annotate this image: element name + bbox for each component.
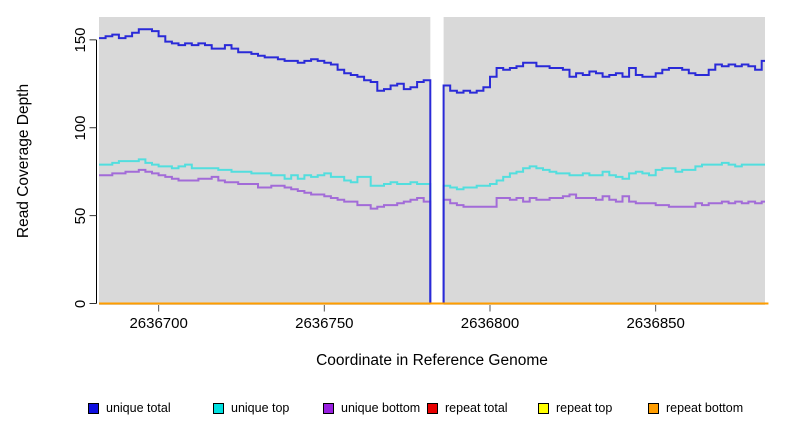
zero-coverage-gap-band (430, 17, 444, 305)
legend-swatch (538, 402, 549, 414)
y-tick-label: 100 (72, 115, 89, 141)
legend-label: unique top (231, 401, 290, 415)
x-axis-title: Coordinate in Reference Genome (316, 352, 548, 369)
y-tick-label: 150 (72, 27, 89, 53)
legend-item-unique-total: unique total (88, 401, 171, 415)
y-tick-label: 50 (72, 207, 89, 224)
legend-item-repeat-bottom: repeat bottom (648, 401, 743, 415)
series-unique-total (99, 28, 765, 305)
legend-swatch (427, 402, 438, 414)
legend-label: unique total (106, 401, 171, 415)
x-tick-label: 2636750 (295, 315, 354, 332)
legend-label: repeat bottom (666, 401, 744, 415)
y-axis-title: Read Coverage Depth (15, 83, 32, 239)
legend-swatch (88, 402, 99, 414)
y-tick-label: 0 (72, 299, 89, 308)
legend-item-repeat-top: repeat top (538, 401, 612, 415)
legend-item-unique-top: unique top (213, 401, 289, 415)
legend-swatch (648, 402, 659, 414)
legend-label: unique bottom (341, 401, 421, 415)
legend-item-repeat-total: repeat total (427, 401, 508, 415)
legend-item-unique-bottom: unique bottom (323, 401, 420, 415)
x-tick-label: 2636850 (626, 315, 685, 332)
legend-swatch (323, 402, 334, 414)
x-tick-label: 2636700 (129, 315, 188, 332)
legend-label: repeat total (445, 401, 508, 415)
legend-swatch (213, 402, 224, 414)
legend-label: repeat top (556, 401, 613, 415)
x-tick-label: 2636800 (460, 315, 520, 332)
